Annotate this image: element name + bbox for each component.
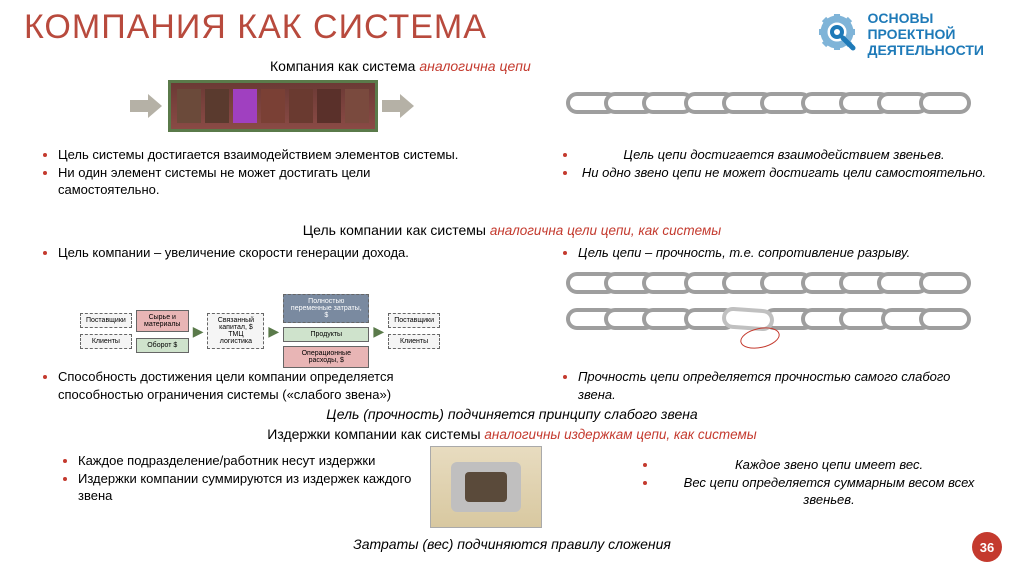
right-bullets-3: Прочность цепи определяется прочностью с… [560,368,990,403]
brick [177,89,201,123]
flow-center: Связанный капитал, $ ТМЦ логистика [207,313,264,349]
flow-suppliers-2: Поставщики [388,313,440,328]
right-bullets-1: Цель цепи достигается взаимодействием зв… [560,146,990,181]
bullet-item: Вес цепи определяется суммарным весом вс… [658,474,1000,509]
subtitle-1-highlight: аналогична цепи [419,58,530,74]
page-number: 36 [972,532,1002,562]
bullet-item: Каждое подразделение/работник несут изде… [78,452,420,470]
left-bullets-3: Способность достижения цели компании опр… [40,368,480,403]
heading-2-plain: Цель компании как системы [303,222,486,238]
bullet-item: Каждое звено цепи имеет вес. [658,456,1000,474]
subtitle-1: Компания как система аналогична цепи [270,58,531,74]
arrow-icon [130,94,164,118]
flow-suppliers: Поставщики [80,313,132,328]
flow-raw: Сырье и материалы [136,310,189,332]
arrow-icon: ▶ [193,323,204,340]
heading-4: Издержки компании как системы аналогичны… [0,426,1024,442]
brick [317,89,341,123]
bullet-item: Способность достижения цели компании опр… [58,368,480,403]
arrow-icon [382,94,416,118]
left-bullets-4: Каждое подразделение/работник несут изде… [60,452,420,505]
heading-4-highlight: аналогичны издержкам цепи, как системы [484,427,756,442]
scale-image [430,446,542,528]
gear-icon [815,12,859,56]
heading-3: Цель (прочность) подчиняется принципу сл… [0,406,1024,422]
brick [233,89,257,123]
logo-line1: ОСНОВЫ [867,10,984,26]
subtitle-1-plain: Компания как система [270,58,415,74]
brick [261,89,285,123]
flow-fixed: Полностью переменные затраты, $ [283,294,369,323]
brick [289,89,313,123]
logo-line3: ДЕЯТЕЛЬНОСТИ [867,42,984,58]
bullet-item: Издержки компании суммируются из издерже… [78,470,420,505]
slide-title: КОМПАНИЯ КАК СИСТЕМА [24,8,487,47]
heading-2-highlight: аналогична цели цепи, как системы [490,223,721,238]
bullet-item: Ни одно звено цепи не может достигать це… [578,164,990,182]
flow-products: Продукты [283,327,369,342]
left-bullets-1: Цель системы достигается взаимодействием… [40,146,460,199]
bullet-item: Цель системы достигается взаимодействием… [58,146,460,164]
heading-2: Цель компании как системы аналогична цел… [0,222,1024,238]
bullet-item: Цель цепи достигается взаимодействием зв… [578,146,990,164]
arrow-icon: ▶ [268,323,279,340]
bullet-item: Цель цепи – прочность, т.е. сопротивлени… [578,244,990,262]
right-bullets-4: Каждое звено цепи имеет вес.Вес цепи опр… [640,456,1000,509]
brick [345,89,369,123]
bullet-item: Прочность цепи определяется прочностью с… [578,368,990,403]
bullet-item: Цель компании – увеличение скорости гене… [58,244,480,262]
logo-line2: ПРОЕКТНОЙ [867,26,984,42]
logo: ОСНОВЫ ПРОЕКТНОЙ ДЕЯТЕЛЬНОСТИ [815,10,984,58]
flow-opex: Операционные расходы, $ [283,346,369,368]
flow-turnover: Оборот $ [136,338,189,353]
block-diagram [130,80,416,132]
brick [205,89,229,123]
block-container [168,80,378,132]
chain-diagram-2 [580,272,971,297]
heading-4-plain: Издержки компании как системы [267,426,480,442]
footer-heading: Затраты (вес) подчиняются правилу сложен… [0,536,1024,552]
flow-diagram: Поставщики Клиенты Сырье и материалы Обо… [80,302,440,360]
right-bullets-2: Цель цепи – прочность, т.е. сопротивлени… [560,244,990,262]
chain-diagram [580,92,971,117]
flow-clients-2: Клиенты [388,334,440,349]
arrow-icon: ▶ [373,323,384,340]
flow-clients: Клиенты [80,334,132,349]
bullet-item: Ни один элемент системы не может достига… [58,164,460,199]
left-bullets-2: Цель компании – увеличение скорости гене… [40,244,480,262]
